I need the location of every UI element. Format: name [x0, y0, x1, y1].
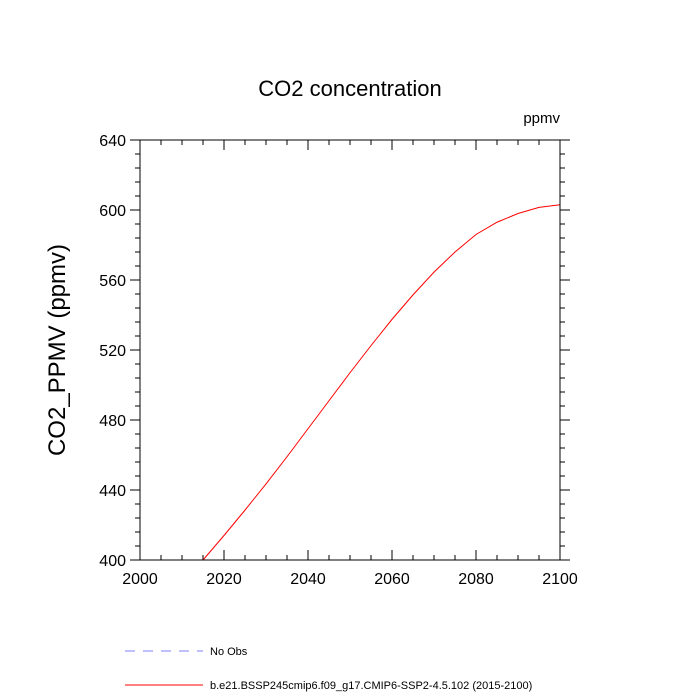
y-tick-label: 400 [99, 553, 126, 570]
y-tick-label: 640 [99, 133, 126, 150]
legend-label-1: b.e21.BSSP245cmip6.f09_g17.CMIP6-SSP2-4.… [210, 680, 532, 692]
chart-title: CO2 concentration [258, 76, 441, 101]
y-tick-label: 560 [99, 273, 126, 290]
y-tick-label: 600 [99, 203, 126, 220]
x-tick-label: 2020 [206, 571, 242, 588]
legend: No Obs b.e21.BSSP245cmip6.f09_g17.CMIP6-S… [125, 646, 532, 692]
series-line-1 [202, 204, 561, 561]
plot-frame [139, 139, 561, 561]
units-label: ppmv [523, 110, 560, 127]
x-tick-label: 2080 [458, 571, 494, 588]
y-tick-label: 520 [99, 343, 126, 360]
axis-ticks [130, 139, 570, 561]
x-tick-label: 2000 [122, 571, 158, 588]
series-layer [202, 204, 561, 561]
axis-tick-labels: 2000 2020 2040 2060 2080 2100 400 440 480 520 560 6… [99, 133, 578, 588]
x-tick-label: 2040 [290, 571, 326, 588]
y-tick-label: 480 [99, 413, 126, 430]
x-tick-label: 2060 [374, 571, 410, 588]
y-axis-label: CO2_PPMV (ppmv) [44, 244, 71, 456]
x-tick-label: 2100 [542, 571, 578, 588]
legend-label-0: No Obs [210, 646, 248, 658]
y-tick-label: 440 [99, 483, 126, 500]
